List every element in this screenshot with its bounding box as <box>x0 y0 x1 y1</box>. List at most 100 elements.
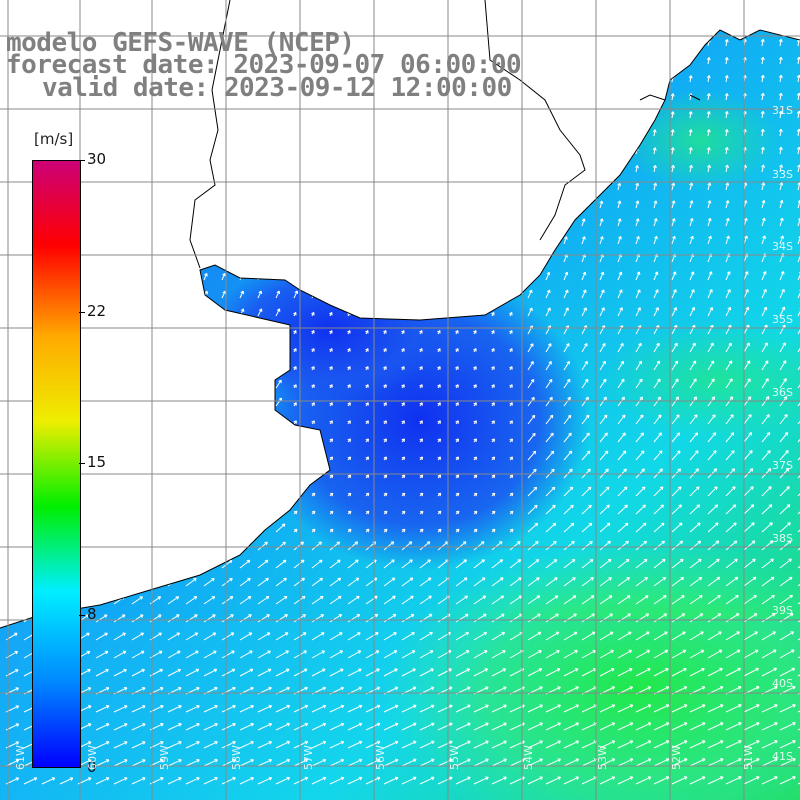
wind-arrow-head <box>281 523 286 526</box>
wind-arrow <box>545 289 551 299</box>
wind-arrow-head <box>710 360 714 363</box>
wind-arrow <box>203 578 215 587</box>
wind-arrow-head <box>760 92 764 96</box>
wind-arrow-head <box>637 324 641 328</box>
wind-arrow-head <box>383 420 387 423</box>
wind-arrow <box>401 577 414 587</box>
wind-arrow-head <box>204 113 207 117</box>
wind-arrow <box>707 235 712 245</box>
wind-arrow <box>528 4 529 10</box>
wind-arrow <box>437 650 452 659</box>
wind-arrow-head <box>654 111 657 115</box>
wind-arrow-head <box>209 523 213 526</box>
wind-arrow <box>653 613 667 623</box>
wind-arrow-head <box>476 236 478 240</box>
wind-arrow-head <box>707 217 711 221</box>
wind-arrow-head <box>263 505 267 508</box>
wind-arrow-head <box>238 130 242 134</box>
wind-arrow-head <box>670 57 674 61</box>
wind-arrow-head <box>169 5 170 8</box>
wind-arrow <box>167 433 175 443</box>
wind-arrow <box>383 237 387 245</box>
wind-arrow <box>725 93 728 101</box>
wind-arrow-head <box>367 219 370 223</box>
wind-arrow-head <box>670 111 674 115</box>
wind-arrow-head <box>211 542 214 546</box>
wind-arrow <box>707 378 715 389</box>
wind-arrow <box>95 291 100 299</box>
wind-arrow-head <box>672 235 676 239</box>
wind-arrow-head <box>528 165 531 169</box>
wind-arrow <box>383 541 395 551</box>
wind-arrow-head <box>599 4 601 6</box>
wind-arrow <box>23 398 30 407</box>
wind-arrow-head <box>492 130 495 134</box>
wind-arrow <box>725 432 734 443</box>
wind-arrow-head <box>258 272 262 276</box>
wind-arrow-head <box>472 147 476 151</box>
wind-arrow <box>671 218 675 227</box>
wind-arrow <box>707 468 717 479</box>
wind-arrow-head <box>365 492 369 495</box>
wind-arrow-head <box>600 271 604 275</box>
wind-arrow <box>599 432 608 443</box>
wind-arrow-head <box>711 378 715 381</box>
wind-arrow-head <box>61 24 62 27</box>
wind-arrow-head <box>329 456 333 459</box>
wind-arrow-head <box>779 3 781 5</box>
wind-arrow-head <box>257 237 261 240</box>
wind-arrow <box>528 22 529 28</box>
wind-arrow-head <box>191 505 195 508</box>
wind-arrow <box>563 379 571 389</box>
wind-arrow <box>203 131 206 137</box>
wind-arrow-head <box>725 21 727 23</box>
wind-arrow <box>131 632 144 641</box>
wind-arrow <box>779 147 782 155</box>
wind-arrow-head <box>691 306 695 310</box>
wind-arrow-head <box>601 22 602 25</box>
wind-arrow <box>563 236 568 245</box>
wind-arrow <box>311 541 322 551</box>
wind-arrow-head <box>673 22 674 25</box>
wind-arrow-head <box>581 22 583 24</box>
wind-arrow <box>797 235 800 245</box>
wind-arrow <box>689 360 697 371</box>
wind-arrow <box>437 541 449 551</box>
wind-arrow <box>293 148 296 155</box>
wind-arrow-head <box>707 3 709 5</box>
wind-arrow-head <box>437 528 442 531</box>
wind-arrow <box>23 524 33 533</box>
wind-arrow-head <box>238 166 242 170</box>
wind-arrow <box>419 312 423 317</box>
wind-arrow <box>725 522 737 533</box>
wind-arrow <box>311 632 325 641</box>
wind-arrow <box>545 504 556 515</box>
wind-arrow <box>581 631 596 641</box>
wind-arrow-head <box>437 348 441 351</box>
wind-arrow-head <box>474 40 477 44</box>
wind-arrow <box>203 541 214 551</box>
wind-arrow <box>510 4 511 10</box>
wind-arrow-head <box>156 470 158 474</box>
wind-arrow-head <box>598 129 602 133</box>
wind-arrow-head <box>174 470 176 474</box>
wind-arrow <box>185 166 188 173</box>
wind-arrow <box>329 650 343 659</box>
wind-arrow <box>509 254 514 263</box>
wind-arrow <box>293 290 298 299</box>
wind-arrow-head <box>656 342 660 346</box>
wind-arrow <box>563 165 566 173</box>
wind-arrow-head <box>796 92 800 96</box>
wind-arrow <box>581 129 584 137</box>
wind-arrow <box>599 236 604 245</box>
wind-arrow-head <box>262 487 267 490</box>
wind-arrow <box>707 111 710 119</box>
wind-arrow-head <box>169 362 173 365</box>
wind-arrow <box>509 631 523 641</box>
wind-arrow <box>671 165 674 173</box>
wind-arrow-head <box>238 184 242 188</box>
wind-arrow <box>5 149 8 155</box>
wind-arrow <box>527 218 531 227</box>
wind-arrow <box>563 613 577 623</box>
wind-arrow-head <box>710 342 714 345</box>
